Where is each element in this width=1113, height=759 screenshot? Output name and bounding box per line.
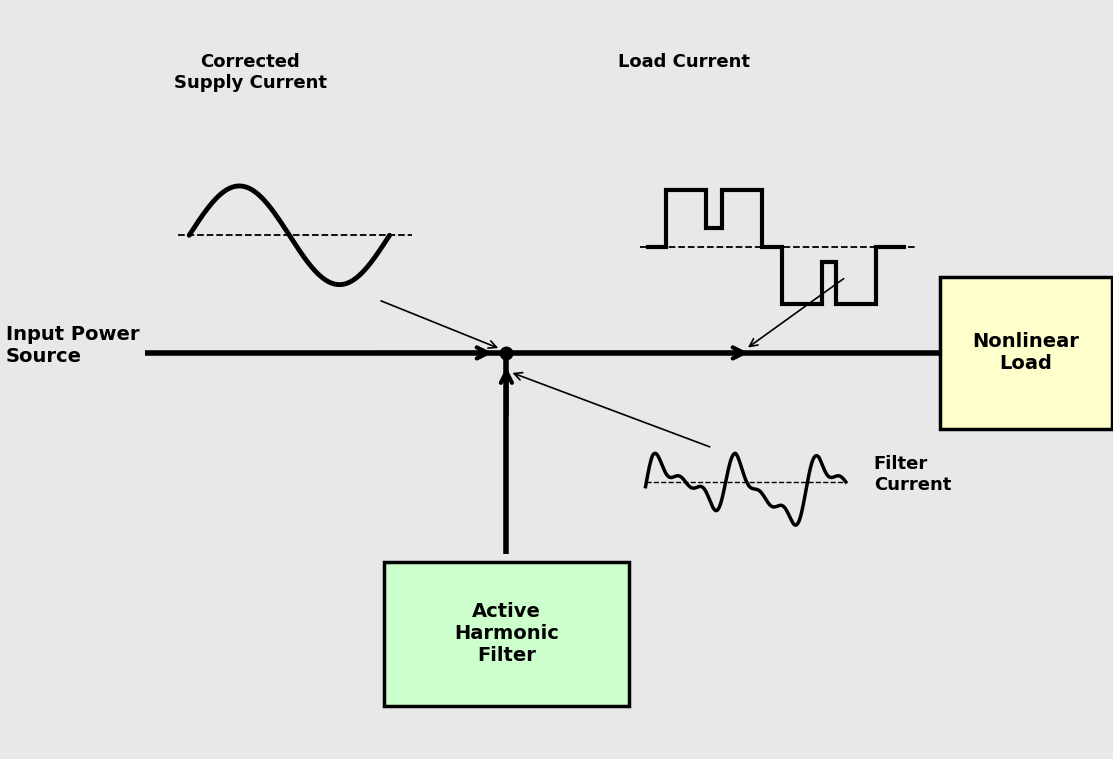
Bar <box>939 277 1113 429</box>
Bar <box>384 562 629 706</box>
Text: Filter
Current: Filter Current <box>874 455 952 494</box>
Text: Input Power
Source: Input Power Source <box>6 325 139 366</box>
Text: Nonlinear
Load: Nonlinear Load <box>973 332 1080 373</box>
Text: Corrected
Supply Current: Corrected Supply Current <box>174 53 327 92</box>
Text: Load Current: Load Current <box>619 53 750 71</box>
Text: Active
Harmonic
Filter: Active Harmonic Filter <box>454 602 559 666</box>
